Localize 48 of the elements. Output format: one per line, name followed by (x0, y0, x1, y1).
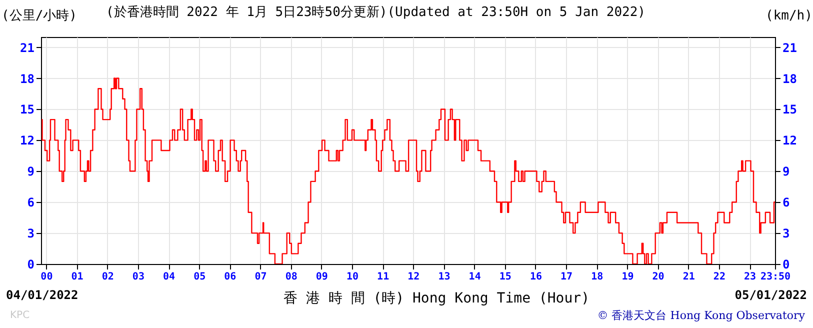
x-tick-label: 23 (744, 272, 756, 282)
y-tick-label: 0 (27, 258, 34, 272)
x-tick-label: 08 (285, 272, 298, 282)
x-axis-title: 香 港 時 間 (時) Hong Kong Time (Hour) (283, 290, 590, 306)
y2-tick-label: 18 (782, 72, 797, 86)
chart-title: (於香港時間 2022 年 1月 5日23時50分更新)(Updated at 23:50H on 5 Jan 2022) (106, 4, 646, 21)
x-tick-label: 20 (652, 272, 664, 282)
x-tick-label: 21 (682, 272, 695, 282)
y-tick-label: 15 (20, 102, 34, 117)
x-tick-label: 01 (71, 272, 84, 282)
x-tick-label: 00 (40, 272, 53, 282)
x-tick-label: 22 (713, 272, 726, 282)
y2-tick-label: 15 (782, 102, 797, 117)
x-tick-label: 07 (254, 272, 267, 282)
y2-tick-label: 9 (782, 164, 790, 179)
x-tick-label: 09 (316, 272, 328, 282)
text: 05/01/2022 (734, 288, 807, 302)
x-tick-label: 16 (530, 272, 542, 282)
y-tick-label: 18 (20, 72, 34, 86)
y-tick-label: 6 (27, 196, 34, 210)
x-tick-label: 17 (560, 272, 573, 282)
x-tick-label: 13 (438, 272, 450, 282)
x-tick-label: 12 (408, 272, 420, 282)
x-tick-label: 02 (102, 272, 114, 282)
y2-axis-title: (km/h) (766, 8, 812, 24)
x-tick-label: 14 (468, 272, 481, 282)
y2-tick-label: 6 (782, 196, 790, 210)
y-tick-label: 9 (27, 164, 34, 179)
y2-tick-label: 12 (782, 134, 797, 148)
y-tick-label: 3 (27, 226, 34, 241)
y-axis-title: (公里/小時) (2, 8, 77, 24)
x-tick-label: 15 (499, 272, 512, 282)
y2-tick-label: 0 (782, 258, 790, 272)
y2-tick-label: 3 (782, 226, 790, 241)
x-tick-label: 10 (346, 272, 359, 282)
y2-tick-label: 21 (782, 40, 797, 55)
y-tick-label: 21 (20, 40, 34, 55)
x-tick-label: 11 (377, 272, 390, 282)
x-tick-label: 03 (132, 272, 144, 282)
x-tick-label: 23:50 (760, 272, 791, 282)
y-tick-label: 12 (20, 134, 34, 148)
x-tick-label: 05 (194, 272, 206, 282)
x-tick-label: 18 (591, 272, 604, 282)
x-tick-label: 06 (224, 272, 236, 282)
text: © 香港天文台 Hong Kong Observatory (597, 308, 805, 323)
text: 04/01/2022 (6, 288, 78, 302)
x-tick-label: 04 (162, 272, 176, 282)
x-tick-label: 19 (622, 272, 634, 282)
